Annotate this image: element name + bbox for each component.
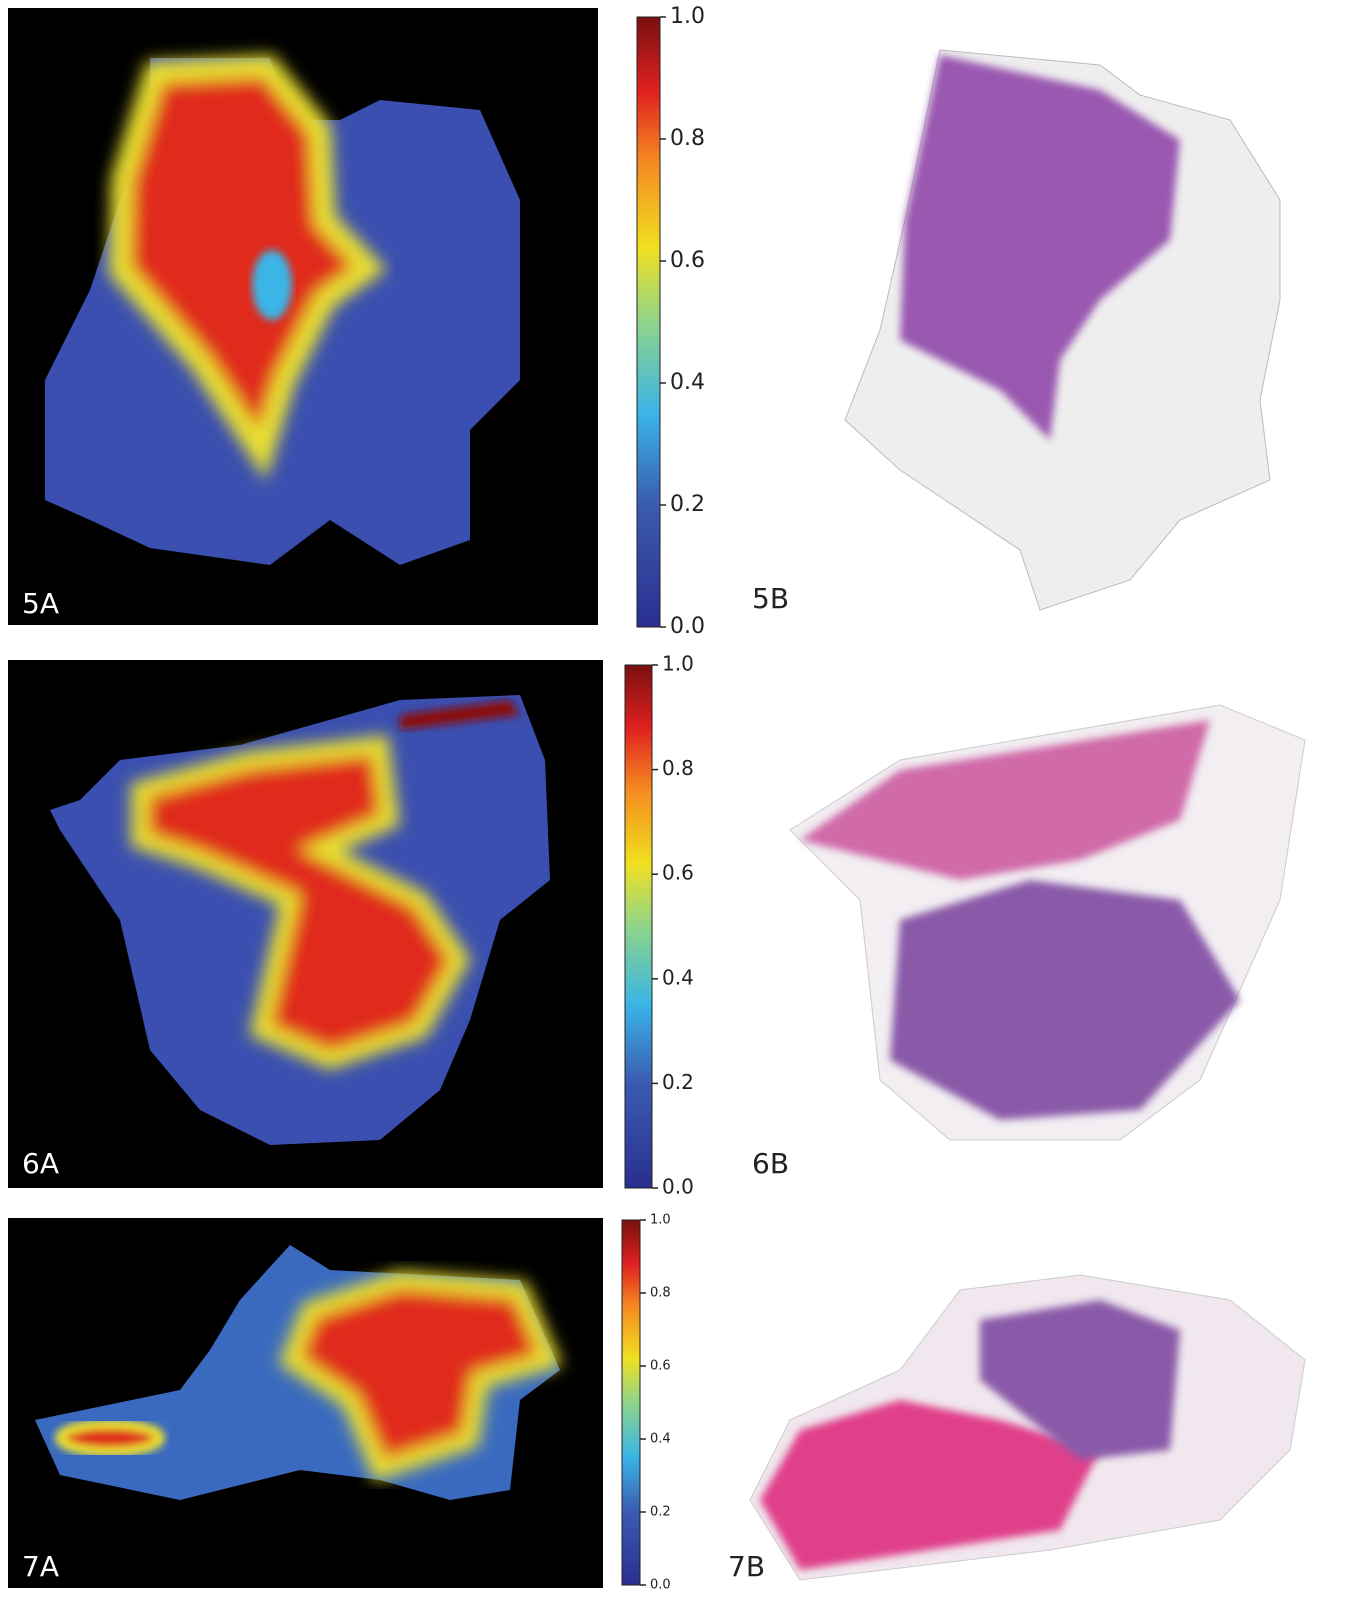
colorbar	[636, 16, 661, 628]
panel-label: 5B	[752, 582, 789, 615]
tick-label: 0.4	[650, 1432, 671, 1447]
tick-label: 0.8	[650, 1286, 671, 1301]
tick-label: 1.0	[662, 652, 694, 676]
tick-label: 0.2	[650, 1505, 671, 1520]
tick-label: 0.4	[670, 370, 705, 395]
tick-label: 0.0	[662, 1175, 694, 1199]
heatmap	[8, 1218, 603, 1588]
slide-image	[749, 1274, 1306, 1581]
tick-label: 0.2	[662, 1070, 694, 1094]
slide-image	[789, 704, 1306, 1141]
colorbar	[621, 1219, 641, 1586]
panel-label: 7A	[22, 1550, 59, 1583]
tick-label: 0.6	[650, 1359, 671, 1374]
tick-label: 0.8	[670, 126, 705, 151]
tick-label: 0.6	[662, 861, 694, 885]
tick-label: 0.4	[662, 965, 694, 989]
tick-label: 0.6	[670, 248, 705, 273]
colorbar	[624, 664, 653, 1189]
tick-label: 0.8	[662, 756, 694, 780]
heatmap	[8, 660, 603, 1188]
tick-label: 1.0	[650, 1213, 671, 1228]
tick-label: 1.0	[670, 4, 705, 29]
panel-label: 7B	[728, 1550, 765, 1583]
slide-image	[844, 49, 1281, 611]
panel-label: 6B	[752, 1147, 789, 1180]
tick-label: 0.0	[650, 1578, 671, 1593]
panel-label: 5A	[22, 587, 59, 620]
tick-label: 0.2	[670, 492, 705, 517]
heatmap	[8, 8, 598, 625]
panel-label: 6A	[22, 1147, 59, 1180]
tick-label: 0.0	[670, 614, 705, 639]
